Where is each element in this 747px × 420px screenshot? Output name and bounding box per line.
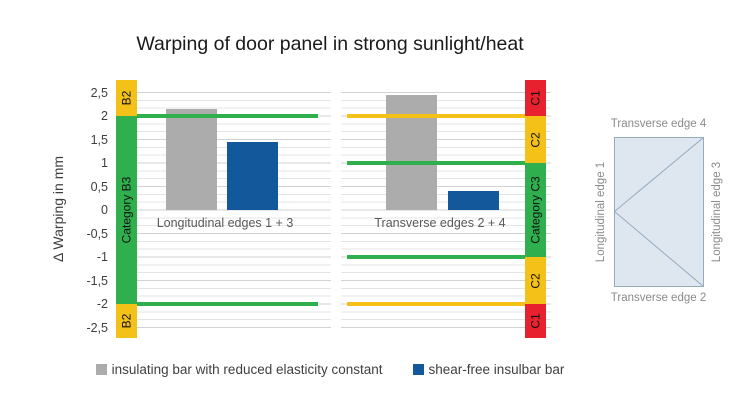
y-tick: -2 (96, 297, 108, 311)
legend-item-insulating: insulating bar with reduced elasticity c… (95, 362, 383, 377)
y-tick: 2 (101, 109, 108, 123)
band-b2-lower: B2 (116, 304, 137, 338)
band-b3: Category B3 (116, 116, 137, 304)
plot-panel-longitudinal (116, 92, 331, 328)
y-tick: 1,5 (90, 132, 108, 147)
band-c3: Category C3 (525, 163, 546, 257)
diagram-label-transverse-edge-2: Transverse edge 2 (610, 292, 707, 304)
y-tick: -1 (96, 250, 108, 264)
limit-line-c3-upper (347, 161, 525, 165)
band-c2-upper-label: C2 (528, 131, 543, 148)
bar-insulating-transverse (386, 94, 437, 210)
band-c2-lower-label: C2 (528, 272, 543, 289)
y-tick: 0,5 (90, 179, 108, 194)
legend: insulating bar with reduced elasticity c… (40, 362, 620, 377)
band-c1-upper-label: C1 (528, 90, 543, 106)
diagram-label-longitudinal-edge-3: Longitudinal edge 3 (711, 161, 723, 263)
limit-line-b3-lower (137, 302, 318, 306)
y-tick: 2,5 (90, 85, 108, 100)
group-label-transverse: Transverse edges 2 + 4 (374, 216, 506, 230)
legend-item-shearfree: shear-free insulbar bar (412, 362, 565, 377)
limit-line-c2-lower (347, 302, 525, 306)
category-strip-b: B2 Category B3 B2 (116, 80, 137, 338)
legend-swatch-gray-icon (95, 364, 107, 375)
legend-swatch-blue-icon (412, 364, 424, 375)
plot-panel-transverse (341, 92, 551, 328)
band-c3-label: Category C3 (528, 176, 543, 244)
y-axis-ticks: 2,5 2 1,5 1 0,5 0 -0,5 -1 -1,5 -2 -2,5 (62, 0, 110, 340)
band-c2-lower: C2 (525, 257, 546, 304)
y-tick: 0 (101, 203, 108, 217)
band-b2-lower-label: B2 (119, 313, 134, 329)
band-c1-lower: C1 (525, 304, 546, 338)
band-c1-upper: C1 (525, 80, 546, 116)
legend-label-insulating: insulating bar with reduced elasticity c… (111, 362, 383, 377)
y-tick: -0,5 (86, 226, 108, 241)
y-tick: -1,5 (86, 273, 108, 288)
band-b2-upper-label: B2 (119, 90, 134, 106)
limit-line-b3-upper (137, 114, 318, 118)
door-panel-diagram (614, 137, 704, 287)
chart-title: Warping of door panel in strong sunlight… (136, 33, 524, 55)
limit-line-c3-lower (347, 255, 525, 259)
bar-insulating-longitudinal (166, 108, 217, 210)
category-strip-c: C1 C2 Category C3 C2 C1 (525, 80, 546, 338)
band-b2-upper: B2 (116, 80, 137, 116)
band-c2-upper: C2 (525, 116, 546, 163)
band-b3-label: Category B3 (119, 176, 134, 244)
legend-label-shearfree: shear-free insulbar bar (428, 362, 565, 377)
y-tick: 1 (101, 156, 108, 170)
limit-line-c2-upper (347, 114, 525, 118)
bar-shearfree-longitudinal (227, 141, 278, 210)
group-label-longitudinal: Longitudinal edges 1 + 3 (156, 216, 294, 230)
diagram-label-longitudinal-edge-1: Longitudinal edge 1 (595, 161, 607, 263)
bar-shearfree-transverse (448, 191, 499, 210)
diagram-label-transverse-edge-4: Transverse edge 4 (610, 118, 707, 130)
y-tick: -2,5 (86, 320, 108, 335)
band-c1-lower-label: C1 (528, 313, 543, 329)
